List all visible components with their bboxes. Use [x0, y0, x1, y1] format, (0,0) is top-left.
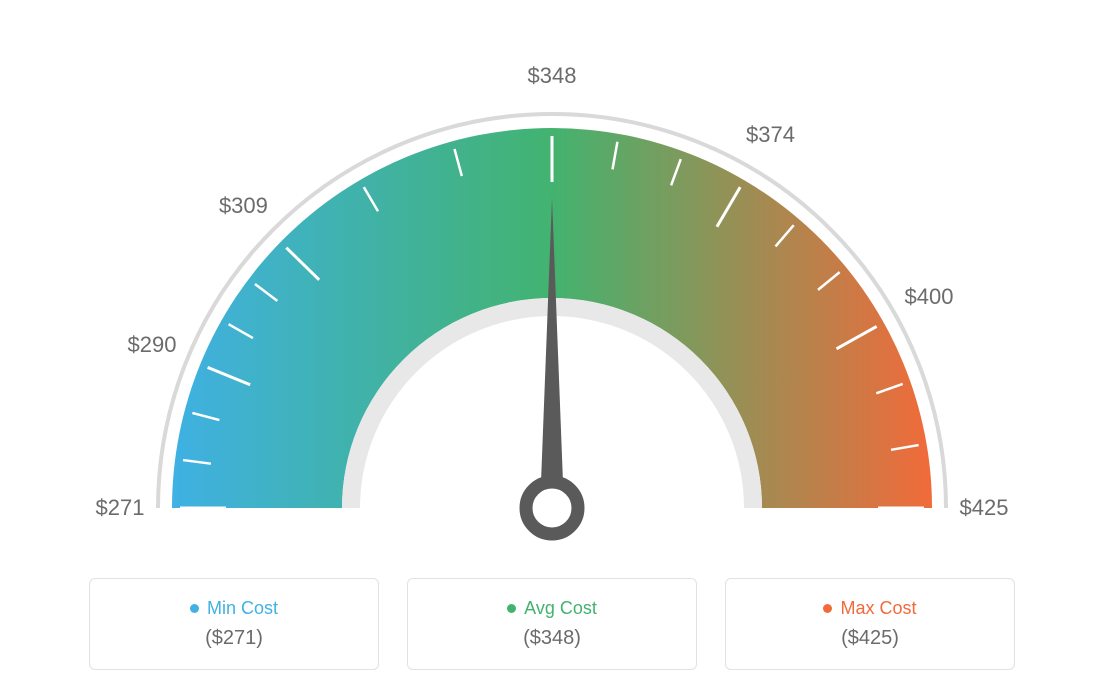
legend-value-min: ($271): [205, 627, 263, 650]
tick-label: $400: [905, 284, 954, 310]
dot-icon: [190, 604, 199, 613]
dot-icon: [823, 604, 832, 613]
legend-title-min: Min Cost: [190, 598, 278, 619]
legend-card-min: Min Cost ($271): [89, 578, 379, 670]
legend-value-max: ($425): [841, 627, 899, 650]
tick-label: $374: [746, 122, 795, 148]
tick-label: $348: [528, 63, 577, 89]
legend-title-max: Max Cost: [823, 598, 916, 619]
cost-gauge-chart: $271 $290 $309 $348 $374 $400 $425 Min Cost ($…: [0, 0, 1104, 690]
tick-label: $271: [96, 495, 145, 521]
legend-label: Min Cost: [207, 598, 278, 619]
legend-card-avg: Avg Cost ($348): [407, 578, 697, 670]
legend-card-max: Max Cost ($425): [725, 578, 1015, 670]
tick-label: $309: [219, 193, 268, 219]
legend-row: Min Cost ($271) Avg Cost ($348) Max Cost…: [0, 578, 1104, 670]
legend-label: Max Cost: [840, 598, 916, 619]
legend-value-avg: ($348): [523, 627, 581, 650]
dot-icon: [507, 604, 516, 613]
legend-title-avg: Avg Cost: [507, 598, 597, 619]
tick-label: $290: [128, 332, 177, 358]
tick-label: $425: [960, 495, 1009, 521]
legend-label: Avg Cost: [524, 598, 597, 619]
